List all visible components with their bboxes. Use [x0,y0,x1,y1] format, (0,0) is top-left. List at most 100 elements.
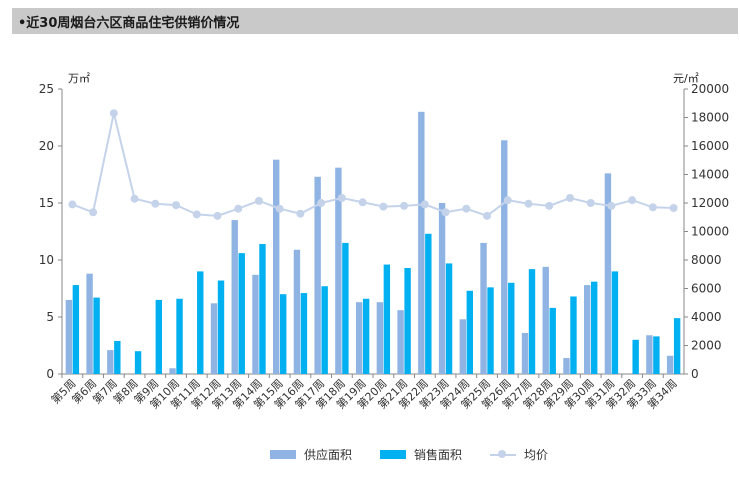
supply-bar [273,159,280,374]
price-point [172,201,181,210]
right-axis-tick-label: 10000 [691,225,729,239]
left-axis-tick-label: 25 [39,82,54,96]
sales-bar [259,244,266,374]
supply-bar [666,355,674,374]
price-point [628,196,637,205]
price-point [151,199,160,208]
price-point [607,201,616,210]
supply-bar [335,167,342,374]
price-point [296,209,305,218]
sales-bar [549,307,556,374]
supply-bar [376,302,384,374]
price-point [130,194,139,203]
sales-bar [93,297,100,374]
supply-bar [418,111,425,375]
supply-bar [252,274,259,374]
sales-bar [197,271,204,374]
legend-label-supply: 供应面积 [304,447,353,462]
sales-bar [445,263,453,374]
sales-bar [611,271,619,374]
legend-item-price: 均价 [490,446,548,463]
right-axis-tick-label: 0 [691,367,699,381]
sales-bar [528,269,536,374]
legend-item-supply: 供应面积 [270,446,352,463]
supply-bar [169,368,176,374]
price-point [462,204,471,213]
supply-bar [646,335,653,374]
sales-bar [300,293,308,374]
supply-bar [604,173,612,374]
price-point [337,194,346,203]
sales-bar [425,233,432,374]
supply-bar [501,140,508,374]
left-axis-tick-label: 20 [39,139,54,153]
supply-bar [521,332,529,374]
right-axis-tick-label: 2000 [691,339,722,353]
price-point [192,210,201,219]
price-point [586,199,595,207]
sales-bar [466,290,473,374]
right-axis-tick-label: 16000 [691,139,729,153]
right-axis-tick-label: 4000 [691,310,722,324]
title-bar: •近30周烟台六区商品住宅供销价情况 [12,8,738,34]
price-point [234,204,243,213]
sales-bar [653,336,660,374]
legend-swatch-supply [270,449,296,459]
sales-bar [404,267,411,374]
supply-bar [107,350,114,374]
sales-bar [72,285,80,374]
sales-bar [342,242,349,374]
sales-bar [673,318,681,374]
right-axis-tick-label: 18000 [691,111,729,125]
price-point [254,196,263,205]
sales-bar [280,294,287,374]
right-axis-tick-label: 14000 [691,168,729,182]
legend-item-sales: 销售面积 [380,446,462,463]
price-point [89,208,98,217]
supply-bar [65,299,73,374]
sales-bar [238,253,245,374]
sales-bar [134,351,142,374]
right-axis-tick-label: 20000 [691,82,729,96]
legend-label-price: 均价 [524,447,549,462]
price-point [669,203,678,212]
sales-bar [591,281,598,374]
price-point [503,196,512,205]
left-axis-tick-label: 0 [46,367,54,381]
left-axis-tick-label: 10 [39,253,54,267]
supply-bar [355,302,363,374]
chart-title: •近30周烟台六区商品住宅供销价情况 [18,16,240,31]
price-point [317,199,326,207]
sales-bar [321,286,328,374]
price-point [648,203,657,212]
right-axis-tick-label: 8000 [691,253,722,267]
right-axis-tick-label: 6000 [691,282,722,296]
supply-bar [397,310,404,374]
price-point [483,211,492,220]
left-axis-unit: 万㎡ [68,72,90,85]
supply-bar [438,203,446,374]
supply-bar [231,220,238,374]
price-point [400,201,409,210]
sales-bar [383,264,391,374]
legend: 供应面积 销售面积 均价 [270,446,548,462]
price-point [213,211,222,220]
price-point [441,208,450,217]
left-axis-tick-label: 15 [39,196,54,210]
price-point [565,194,574,203]
supply-bar [563,358,570,374]
price-point [420,200,429,209]
price-point [524,199,533,208]
sales-bar [570,296,577,374]
sales-bar [632,339,639,374]
legend-swatch-sales [380,449,407,459]
supply-bar [480,242,487,374]
sales-bar [155,299,162,374]
price-point [109,109,118,118]
price-point [275,204,284,213]
supply-bar [459,319,466,374]
sales-bar [487,287,494,374]
supply-bar [542,266,549,374]
legend-label-sales: 销售面积 [414,447,463,462]
supply-bar [293,249,301,374]
